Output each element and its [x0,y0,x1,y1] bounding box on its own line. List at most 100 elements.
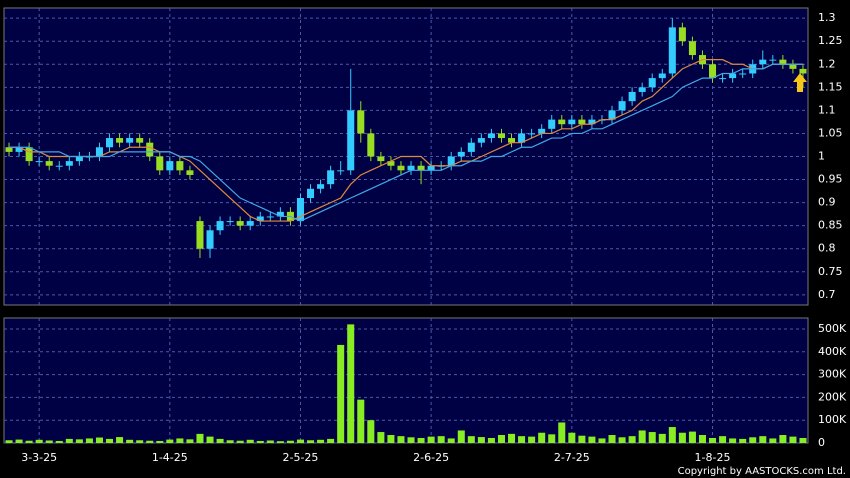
y-tick-label: 0.75 [818,265,843,278]
volume-bar [65,438,73,443]
candle-body [106,138,114,148]
candle-body [367,133,375,157]
candle-body [538,128,546,134]
volume-bar [678,432,686,443]
volume-bar [658,433,666,443]
candle-body [548,119,556,129]
candle-body [518,133,526,143]
y-tick-label: 300K [818,368,847,381]
candle-body [407,165,415,171]
candle-body [578,119,586,125]
volume-bar [638,430,646,443]
candle-body [709,64,717,79]
y-tick-label: 0.7 [818,288,836,301]
candle-body [417,165,425,171]
candle-body [196,221,204,249]
volume-bar [156,440,164,443]
candle-body [357,110,365,134]
volume-bar [618,437,626,443]
volume-bar [739,438,747,443]
volume-bar [95,437,103,443]
y-tick-label: 1.1 [818,103,836,116]
volume-bar [789,436,797,443]
candle-body [427,165,435,171]
candle-body [658,73,666,79]
candle-body [618,101,626,111]
candle-body [75,156,83,162]
volume-bar [688,431,696,443]
x-tick-label: 2-7-25 [554,451,590,464]
y-tick-label: 400K [818,345,847,358]
volume-bar [457,430,465,443]
y-tick-label: 0.85 [818,219,843,232]
candle-body [156,156,164,171]
y-tick-label: 1.15 [818,80,843,93]
volume-bar [266,440,274,443]
candle-body [276,211,284,217]
x-tick-label: 3-3-25 [21,451,57,464]
candle-body [447,156,455,166]
candle-body [528,133,536,135]
volume-bar [347,324,355,443]
volume-bar [256,440,264,443]
candle-body [307,188,315,199]
y-tick-label: 0.8 [818,242,836,255]
volume-bar [568,432,576,443]
volume-bar [206,436,214,443]
x-tick-label: 1-4-25 [152,451,188,464]
candle-body [467,142,475,152]
volume-bar [397,436,405,443]
volume-bar [226,440,234,443]
volume-bar [437,436,445,443]
volume-bar [216,438,224,443]
candle-body [739,73,747,75]
volume-panel [3,317,809,444]
volume-bar [55,440,63,443]
candle-body [377,156,385,162]
candle-body [648,78,656,88]
candle-body [317,184,325,189]
y-tick-label: 0 [818,436,825,449]
y-tick-label: 1.05 [818,126,843,139]
volume-bar [518,436,526,443]
volume-bar [166,439,174,443]
candle-body [387,161,395,166]
volume-bar [799,437,807,443]
candle-body [638,87,646,92]
average-line [9,59,803,222]
copyright: Copyright by AASTOCKS.com Ltd. [678,466,846,477]
average-line [9,63,803,222]
candle-body [246,221,254,226]
volume-bar [447,438,455,443]
candle-body [266,216,274,218]
candle-body [347,110,355,171]
x-tick-label: 1-8-25 [695,451,731,464]
candle-body [236,221,244,226]
volume-bar [749,437,757,443]
volume-bar [136,440,144,443]
candle-body [759,59,767,65]
candle-body [337,170,345,172]
y-tick-label: 500K [818,322,847,335]
volume-bar [729,438,737,443]
candle-body [256,216,264,222]
candle-body [477,138,485,143]
volume-bar [327,438,335,443]
volume-bar [186,439,194,443]
volume-bar [779,435,787,443]
last-price-arrow [793,73,807,92]
candle-body [588,119,596,125]
x-tick-label: 2-6-25 [413,451,449,464]
volume-bar [116,437,124,443]
volume-bar [317,439,325,443]
volume-bar [628,436,636,443]
candle-body [397,165,405,171]
candle-body [628,91,636,102]
candle-body [779,59,787,65]
candle-body [206,230,214,249]
volume-bar [377,432,385,443]
volume-bar [709,437,717,443]
candle-body [176,161,184,171]
candle-body [487,133,495,139]
candle-body [558,119,566,125]
